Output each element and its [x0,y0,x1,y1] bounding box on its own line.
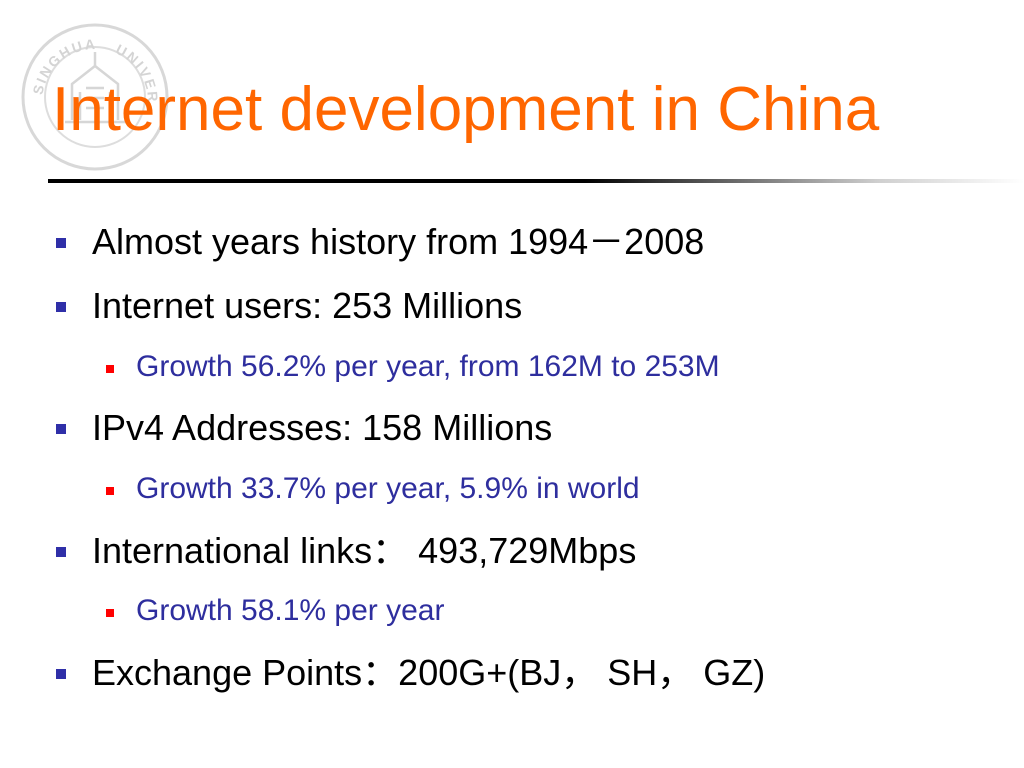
bullet-text: International links： 493,729Mbps [92,530,637,571]
bullet-item: International links： 493,729Mbps [56,530,637,571]
bullet-square-icon [56,238,66,248]
bullet-item: IPv4 Addresses: 158 Millions [56,407,553,448]
slide-title: Internet development in China [52,75,880,144]
university-seal-icon: SINGHUA UNIVERSITY [20,22,169,171]
sub-bullet-text: Growth 58.1% per year [136,594,445,627]
bullet-item: Almost years history from 1994－2008 [56,221,705,262]
sub-bullet-square-icon [106,487,114,495]
bullet-item: Exchange Points：200G+(BJ， SH， GZ) [56,652,766,693]
sub-bullet-text: Growth 56.2% per year, from 162M to 253M [136,350,720,383]
sub-bullet-item: Growth 58.1% per year [106,594,445,627]
sub-bullet-item: Growth 56.2% per year, from 162M to 253M [106,350,720,383]
sub-bullet-text: Growth 33.7% per year, 5.9% in world [136,472,640,505]
sub-bullet-square-icon [106,365,114,373]
bullet-text: Internet users: 253 Millions [92,285,523,326]
bullet-text: IPv4 Addresses: 158 Millions [92,407,553,448]
sub-bullet-square-icon [106,609,114,617]
bullet-text: Almost years history from 1994－2008 [92,221,705,262]
bullet-item: Internet users: 253 Millions [56,285,523,326]
bullet-square-icon [56,669,66,679]
title-divider [48,179,1024,183]
sub-bullet-item: Growth 33.7% per year, 5.9% in world [106,472,640,505]
bullet-square-icon [56,424,66,434]
bullet-square-icon [56,547,66,557]
bullet-square-icon [56,302,66,312]
bullet-text: Exchange Points：200G+(BJ， SH， GZ) [92,652,766,693]
